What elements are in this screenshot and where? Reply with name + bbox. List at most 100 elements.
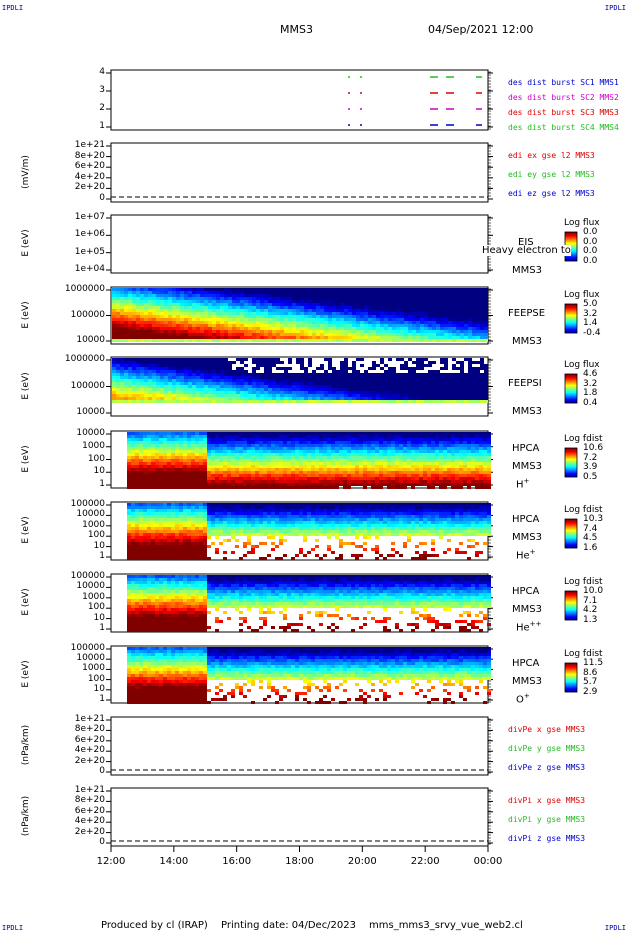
heatmap-cell [168,300,172,303]
heatmap-cell [320,388,324,391]
heatmap-cell [359,471,363,474]
heatmap-cell [219,438,223,441]
heatmap-cell [343,465,347,468]
heatmap-cell [152,315,156,318]
heatmap-cell [132,388,136,391]
heatmap-cell [392,376,396,379]
colorbar-step [565,379,577,381]
heatmap-cell [303,474,307,477]
heatmap-cell [411,468,415,471]
heatmap-cell [404,388,408,391]
heatmap-cell [420,312,424,315]
heatmap-cell [323,450,327,453]
heatmap-cell [160,400,164,403]
heatmap-cell [392,336,396,339]
heatmap-cell [163,480,167,483]
heatmap-cell [232,394,236,397]
heatmap-cell [459,432,463,435]
heatmap-cell [260,373,264,376]
heatmap-cell [120,318,124,321]
heatmap-cell [348,379,352,382]
heatmap-cell [112,367,116,370]
heatmap-cell [336,306,340,309]
heatmap-cell [284,291,288,294]
heatmap-cell [211,459,215,462]
heatmap-cell [472,321,476,324]
heatmap-cell [424,306,428,309]
heatmap-cell [483,453,487,456]
heatmap-cell [384,294,388,297]
heatmap-cell [192,303,196,306]
heatmap-cell [312,370,316,373]
heatmap-cell [120,385,124,388]
heatmap-cell [296,306,300,309]
heatmap-cell [387,453,391,456]
heatmap-cell [440,321,444,324]
heatmap-cell [300,318,304,321]
heatmap-cell [479,486,483,489]
heatmap-cell [468,294,472,297]
heatmap-cell [211,432,215,435]
heatmap-cell [140,303,144,306]
heatmap-cell [116,297,120,300]
heatmap-cell [283,465,287,468]
heatmap-cell [411,459,415,462]
heatmap-cell [347,444,351,447]
heatmap-cell [156,330,160,333]
colorbar-step [565,398,577,400]
heatmap-cell [480,400,484,403]
heatmap-cell [424,291,428,294]
heatmap-cell [223,459,227,462]
heatmap-cell [456,324,460,327]
heatmap-cell [168,367,172,370]
heatmap-cell [116,400,120,403]
heatmap-cell [440,312,444,315]
heatmap-cell [236,373,240,376]
heatmap-cell [228,397,232,400]
heatmap-cell [152,321,156,324]
heatmap-cell [287,453,291,456]
heatmap-cell [316,300,320,303]
heatmap-cell [124,327,128,330]
heatmap-cell [156,376,160,379]
heatmap-cell [164,303,168,306]
heatmap-cell [243,456,247,459]
heatmap-cell [436,388,440,391]
heatmap-cell [188,367,192,370]
heatmap-cell [144,391,148,394]
heatmap-cell [199,441,203,444]
heatmap-cell [300,373,304,376]
heatmap-cell [467,438,471,441]
heatmap-cell [303,450,307,453]
heatmap-cell [203,444,207,447]
heatmap-cell [180,370,184,373]
heatmap-cell [352,309,356,312]
heatmap-cell [128,397,132,400]
heatmap-cell [171,456,175,459]
heatmap-cell [323,483,327,486]
heatmap-cell [340,312,344,315]
heatmap-cell [236,315,240,318]
heatmap-cell [343,456,347,459]
heatmap-cell [308,358,312,361]
heatmap-cell [352,339,356,342]
heatmap-cell [172,370,176,373]
heatmap-cell [340,370,344,373]
heatmap-cell [471,450,475,453]
heatmap-cell [372,336,376,339]
heatmap-cell [176,312,180,315]
heatmap-cell [252,339,256,342]
heatmap-cell [128,294,132,297]
heatmap-cell [452,367,456,370]
heatmap-cell [124,400,128,403]
heatmap-cell [352,376,356,379]
heatmap-cell [148,400,152,403]
heatmap-cell [340,306,344,309]
heatmap-cell [324,291,328,294]
heatmap-cell [135,459,139,462]
heatmap-cell [391,474,395,477]
heatmap-cell [224,376,228,379]
heatmap-cell [196,327,200,330]
heatmap-cell [444,306,448,309]
heatmap-cell [407,438,411,441]
